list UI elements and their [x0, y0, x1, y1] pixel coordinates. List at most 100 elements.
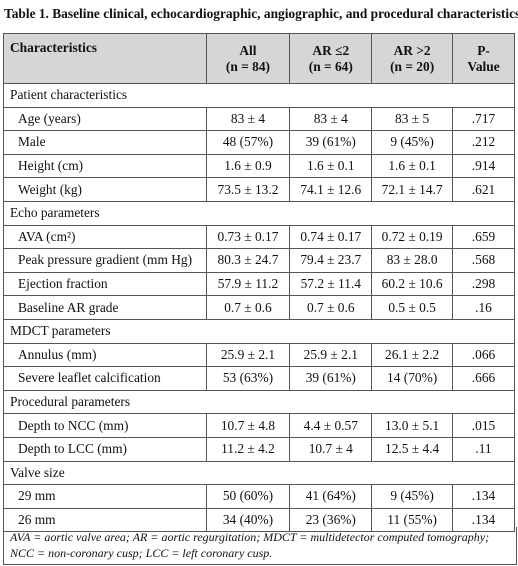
- cell: 39 (61%): [289, 366, 373, 391]
- data-row: Age (years) 83 ± 4 83 ± 4 83 ± 5.717: [3, 106, 515, 132]
- header-cell: P- Value: [452, 33, 515, 84]
- cell: 53 (63%): [205, 366, 291, 391]
- data-row: Baseline AR grade 0.7 ± 0.6 0.7 ± 0.6 0.5 ±…: [3, 295, 515, 320]
- cell: 0.72 ± 0.19: [371, 224, 454, 250]
- cell: 34 (40%): [205, 507, 291, 533]
- row-label: Depth to LCC (mm): [3, 436, 207, 462]
- cell: 39 (61%): [289, 130, 373, 155]
- section-title: Patient characteristics: [3, 83, 515, 108]
- cell: .015: [452, 413, 515, 438]
- table-title: Table 1. Baseline clinical, echocardiogr…: [4, 6, 518, 21]
- cell: .134: [452, 507, 515, 533]
- cell: 74.1 ± 12.6: [289, 177, 373, 202]
- cell: 60.2 ± 10.6: [371, 271, 454, 297]
- section-row: Echo parameters: [3, 200, 515, 226]
- cell: .298: [452, 271, 515, 297]
- cell: 26.1 ± 2.2: [371, 342, 454, 368]
- section-title: Echo parameters: [3, 200, 515, 226]
- cell: .568: [452, 248, 515, 273]
- header-cell: AR ≤2 (n = 64): [289, 33, 373, 84]
- header-cell: Characteristics: [3, 33, 207, 84]
- cell: .066: [452, 342, 515, 368]
- section-row: MDCT parameters: [3, 318, 515, 344]
- cell: 83 ± 28.0: [371, 248, 454, 273]
- cell: 73.5 ± 13.2: [205, 177, 291, 202]
- cell: 25.9 ± 2.1: [289, 342, 373, 368]
- cell: 1.6 ± 0.9: [205, 153, 291, 179]
- row-label: AVA (cm²): [3, 224, 207, 250]
- row-label: Ejection fraction: [3, 271, 207, 297]
- section-title: MDCT parameters: [3, 318, 515, 344]
- row-label: Age (years): [3, 106, 207, 132]
- cell: 9 (45%): [371, 130, 454, 155]
- cell: 0.7 ± 0.6: [289, 295, 373, 320]
- data-row: 29 mm 50 (60%) 41 (64%) 9 (45%) .134: [3, 484, 515, 509]
- cell: 14 (70%): [371, 366, 454, 391]
- data-row: AVA (cm²) 0.73 ± 0.17 0.74 ± 0.17 0.72 ± 0.…: [3, 224, 515, 250]
- cell: 72.1 ± 14.7: [371, 177, 454, 202]
- row-label: Male: [3, 130, 207, 155]
- row-label: Severe leaflet calcification: [3, 366, 207, 391]
- data-table: Characteristics All (n = 84) AR ≤2 (n = 64) A…: [3, 33, 515, 533]
- section-row: Patient characteristics: [3, 83, 515, 108]
- section-title: Procedural parameters: [3, 389, 515, 415]
- data-row: Ejection fraction 57.9 ± 11.2 57.2 ± 11.4 6…: [3, 271, 515, 297]
- header-line: (n = 84): [225, 58, 270, 74]
- cell: 11 (55%): [371, 507, 454, 533]
- cell: .717: [452, 106, 515, 132]
- cell: 1.6 ± 0.1: [289, 153, 373, 179]
- cell: 0.74 ± 0.17: [289, 224, 373, 250]
- cell: 12.5 ± 4.4: [371, 436, 454, 462]
- cell: .914: [452, 153, 515, 179]
- header-row: Characteristics All (n = 84) AR ≤2 (n = 64) A…: [3, 33, 515, 84]
- cell: .134: [452, 484, 515, 509]
- header-cell: AR >2 (n = 20): [371, 33, 454, 84]
- cell: 1.6 ± 0.1: [371, 153, 454, 179]
- row-label: Baseline AR grade: [3, 295, 207, 320]
- cell: 9 (45%): [371, 484, 454, 509]
- cell: .659: [452, 224, 515, 250]
- header-line: AR ≤2: [312, 42, 350, 58]
- header-line: Value: [467, 58, 500, 74]
- cell: 25.9 ± 2.1: [205, 342, 291, 368]
- row-label: Depth to NCC (mm): [3, 413, 207, 438]
- cell: 83 ± 4: [205, 106, 291, 132]
- header-line: AR >2: [393, 42, 431, 58]
- cell: .11: [452, 436, 515, 462]
- header-line: (n = 64): [308, 58, 353, 74]
- section-title: Valve size: [3, 460, 515, 486]
- row-label: 29 mm: [3, 484, 207, 509]
- cell: 4.4 ± 0.57: [289, 413, 373, 438]
- cell: 80.3 ± 24.7: [205, 248, 291, 273]
- header-line: Characteristics: [10, 40, 98, 55]
- cell: .212: [452, 130, 515, 155]
- data-row: Annulus (mm) 25.9 ± 2.1 25.9 ± 2.1 26.1 ± 2…: [3, 342, 515, 368]
- data-row: Peak pressure gradient (mm Hg) 80.3 ± 24.…: [3, 248, 515, 273]
- data-row: Severe leaflet calcification 53 (63%) 39 (…: [3, 366, 515, 391]
- cell: 50 (60%): [205, 484, 291, 509]
- cell: 0.7 ± 0.6: [205, 295, 291, 320]
- header-line: (n = 20): [390, 58, 435, 74]
- header-cell: All (n = 84): [205, 33, 291, 84]
- section-row: Valve size: [3, 460, 515, 486]
- cell: .621: [452, 177, 515, 202]
- cell: 57.2 ± 11.4: [289, 271, 373, 297]
- cell: 13.0 ± 5.1: [371, 413, 454, 438]
- cell: 79.4 ± 23.7: [289, 248, 373, 273]
- cell: .666: [452, 366, 515, 391]
- row-label: Peak pressure gradient (mm Hg): [3, 248, 207, 273]
- footnote: AVA = aortic valve area; AR = aortic reg…: [3, 527, 517, 565]
- data-row: Depth to LCC (mm) 11.2 ± 4.2 10.7 ± 4 12.5 …: [3, 436, 515, 462]
- cell: 83 ± 5: [371, 106, 454, 132]
- data-row: Height (cm) 1.6 ± 0.9 1.6 ± 0.1 1.6 ± 0.1.9…: [3, 153, 515, 179]
- cell: 83 ± 4: [289, 106, 373, 132]
- cell: 10.7 ± 4: [289, 436, 373, 462]
- cell: 11.2 ± 4.2: [205, 436, 291, 462]
- row-label: Weight (kg): [3, 177, 207, 202]
- cell: 0.73 ± 0.17: [205, 224, 291, 250]
- cell: 48 (57%): [205, 130, 291, 155]
- header-line: P-: [477, 42, 490, 58]
- cell: 57.9 ± 11.2: [205, 271, 291, 297]
- cell: 10.7 ± 4.8: [205, 413, 291, 438]
